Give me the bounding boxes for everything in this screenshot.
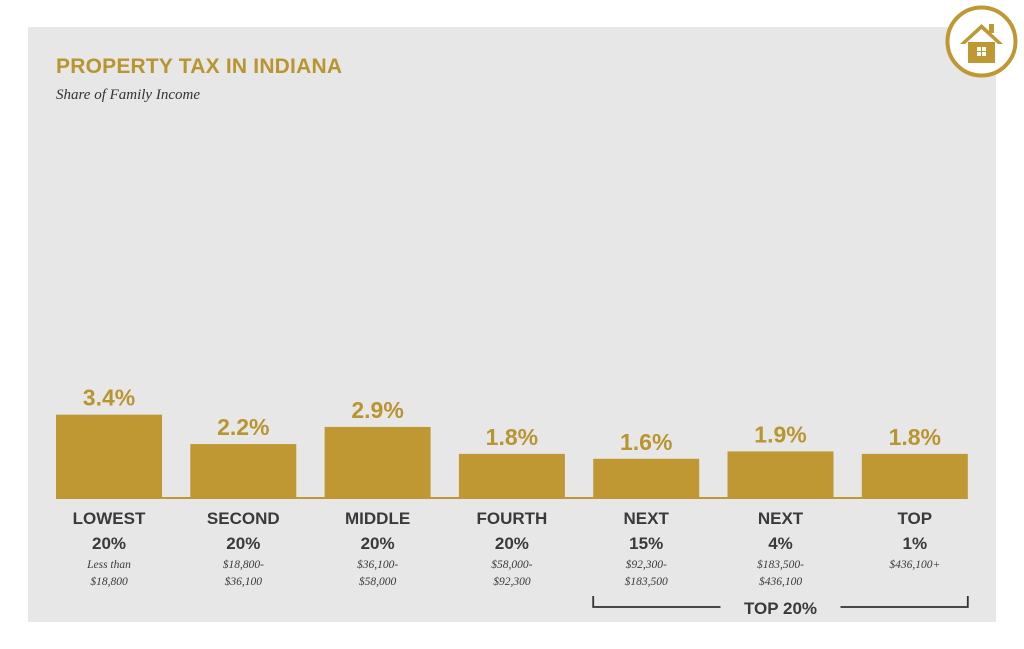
income-range-7: $436,100+ <box>889 558 940 571</box>
category-label-7: TOP <box>897 509 932 528</box>
category-label-5: NEXT <box>624 509 670 528</box>
income-range-3: $36,100- <box>357 558 398 571</box>
income-range-line2-2: $36,100 <box>225 575 263 588</box>
house-icon <box>945 5 1018 78</box>
value-label-3: 2.9% <box>351 397 403 423</box>
category-label-4: FOURTH <box>476 509 547 528</box>
chart-title: PROPERTY TAX IN INDIANA <box>56 55 343 78</box>
income-range-line2-1: $18,800 <box>90 575 128 588</box>
category-share-6: 4% <box>768 534 793 553</box>
income-range-4: $58,000- <box>491 558 532 571</box>
bar-4 <box>458 453 565 498</box>
bar-5 <box>593 458 700 498</box>
value-label-4: 1.8% <box>486 424 538 450</box>
category-share-5: 15% <box>629 534 663 553</box>
category-share-7: 1% <box>903 534 928 553</box>
income-range-line2-6: $436,100 <box>759 575 802 588</box>
category-share-2: 20% <box>226 534 260 553</box>
chart-subtitle: Share of Family Income <box>56 87 200 103</box>
bar-1 <box>56 414 162 498</box>
category-share-3: 20% <box>361 534 395 553</box>
income-range-1: Less than <box>86 559 131 571</box>
value-label-1: 3.4% <box>83 385 135 411</box>
bracket-label: TOP 20% <box>744 599 817 618</box>
category-label-1: LOWEST <box>73 509 146 528</box>
income-range-6: $183,500- <box>757 558 804 571</box>
bar-3 <box>324 426 431 498</box>
bracket-left <box>592 596 721 608</box>
income-range-line2-3: $58,000 <box>359 575 397 588</box>
chart-panel <box>28 27 996 622</box>
bracket-right <box>840 596 969 608</box>
bar-2 <box>190 444 297 498</box>
value-label-7: 1.8% <box>889 424 941 450</box>
category-label-6: NEXT <box>758 509 804 528</box>
income-range-line2-4: $92,300 <box>493 575 531 588</box>
category-share-1: 20% <box>92 534 126 553</box>
income-range-5: $92,300- <box>626 558 667 571</box>
income-range-line2-5: $183,500 <box>625 575 668 588</box>
income-range-2: $18,800- <box>223 558 264 571</box>
category-label-2: SECOND <box>207 509 280 528</box>
category-share-4: 20% <box>495 534 529 553</box>
value-label-6: 1.9% <box>754 421 806 447</box>
value-label-5: 1.6% <box>620 429 672 455</box>
bar-7 <box>861 453 968 498</box>
value-label-2: 2.2% <box>217 414 269 440</box>
category-label-3: MIDDLE <box>345 509 410 528</box>
bar-6 <box>727 451 834 498</box>
